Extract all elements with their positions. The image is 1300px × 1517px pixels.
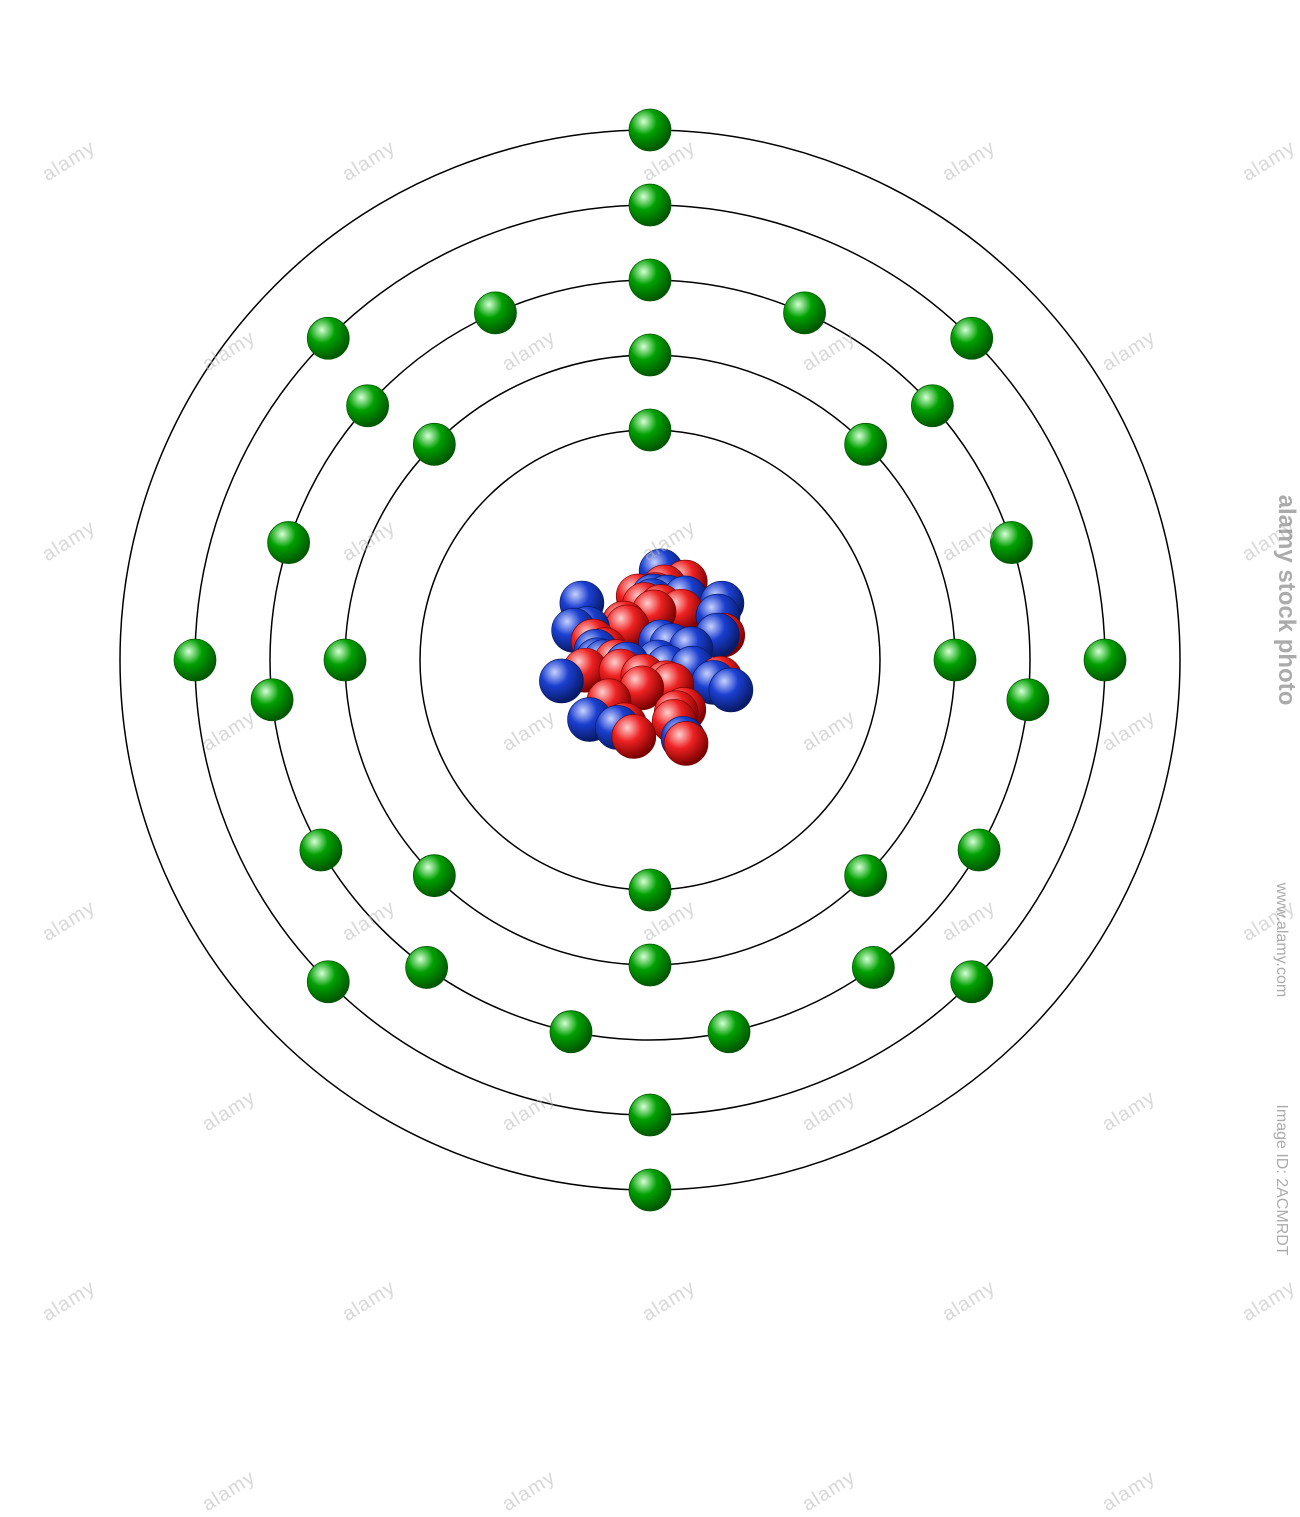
electron-shell3-12 xyxy=(251,679,293,721)
proton xyxy=(664,721,708,765)
electron-shell3-4 xyxy=(990,522,1032,564)
neutron xyxy=(539,659,583,703)
electron-shell4-4 xyxy=(951,961,993,1003)
neutron xyxy=(709,668,753,712)
watermark-diag-tile: alamy xyxy=(198,1466,260,1516)
electron-shell3-13 xyxy=(268,522,310,564)
watermark-diag-tile: alamy xyxy=(798,1466,860,1516)
electron-shell3-11 xyxy=(300,829,342,871)
electron-shell4-3 xyxy=(1084,639,1126,681)
electron-shell2-5 xyxy=(629,944,671,986)
electron-shell3-5 xyxy=(1007,679,1049,721)
electron-shell3-10 xyxy=(406,946,448,988)
electron-shell2-7 xyxy=(324,639,366,681)
watermark-diag-tile: alamy xyxy=(498,1466,560,1516)
electron-shell3-15 xyxy=(474,292,516,334)
electron-shell3-6 xyxy=(958,829,1000,871)
electron-shell1-1 xyxy=(629,409,671,451)
electron-shell4-2 xyxy=(951,317,993,359)
electron-shell3-2 xyxy=(784,292,826,334)
electron-shell2-4 xyxy=(845,855,887,897)
electron-shell4-1 xyxy=(629,184,671,226)
electron-shell3-7 xyxy=(852,946,894,988)
electron-shell5-1 xyxy=(629,109,671,151)
electron-shell5-2 xyxy=(629,1169,671,1211)
electron-shell2-1 xyxy=(629,334,671,376)
electron-shell2-8 xyxy=(413,423,455,465)
electron-shell3-8 xyxy=(708,1011,750,1053)
electron-shell3-14 xyxy=(347,385,389,427)
electron-shell3-1 xyxy=(629,259,671,301)
electron-shell4-6 xyxy=(307,961,349,1003)
atom-diagram xyxy=(0,0,1300,1390)
electron-shell4-8 xyxy=(307,317,349,359)
electron-shell4-7 xyxy=(174,639,216,681)
nucleus xyxy=(539,549,752,765)
electron-shell2-2 xyxy=(845,423,887,465)
electron-shell3-9 xyxy=(550,1011,592,1053)
electron-shell4-5 xyxy=(629,1094,671,1136)
electron-shell2-6 xyxy=(413,855,455,897)
proton xyxy=(612,714,656,758)
electron-shell3-3 xyxy=(911,385,953,427)
electron-shell1-2 xyxy=(629,869,671,911)
electron-shell2-3 xyxy=(934,639,976,681)
watermark-diag-tile: alamy xyxy=(1098,1466,1160,1516)
